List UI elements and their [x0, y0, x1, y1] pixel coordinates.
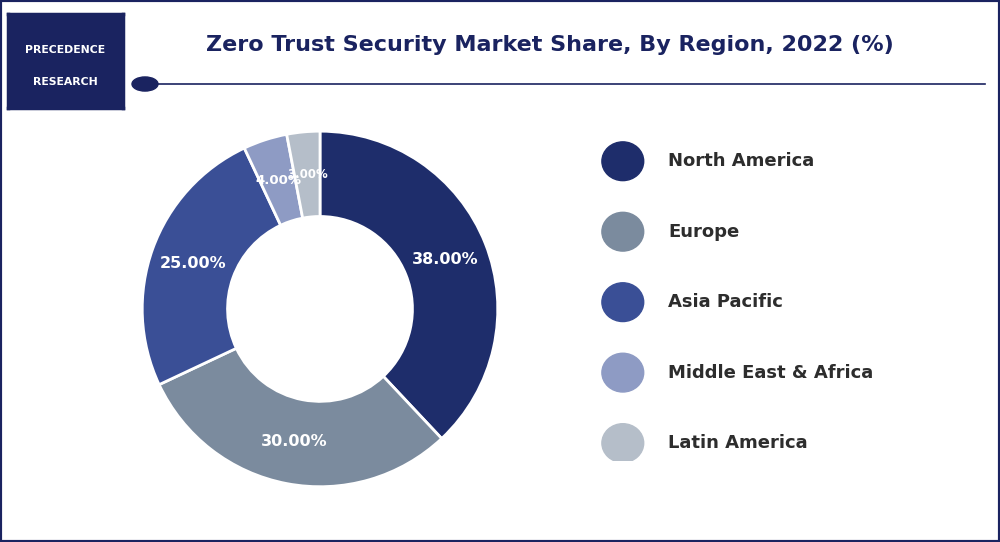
Text: Europe: Europe	[668, 223, 740, 241]
Wedge shape	[287, 131, 320, 218]
Wedge shape	[244, 134, 303, 225]
Wedge shape	[159, 349, 442, 487]
Text: PRECEDENCE: PRECEDENCE	[25, 44, 106, 55]
Text: Zero Trust Security Market Share, By Region, 2022 (%): Zero Trust Security Market Share, By Reg…	[206, 35, 894, 55]
Text: Latin America: Latin America	[668, 434, 808, 452]
Text: 30.00%: 30.00%	[261, 434, 328, 449]
Circle shape	[602, 353, 644, 392]
Text: North America: North America	[668, 152, 815, 170]
Text: Asia Pacific: Asia Pacific	[668, 293, 783, 311]
Circle shape	[602, 212, 644, 251]
Text: RESEARCH: RESEARCH	[33, 77, 98, 87]
Circle shape	[602, 283, 644, 321]
Text: 4.00%: 4.00%	[255, 174, 301, 187]
Wedge shape	[320, 131, 498, 438]
Text: 38.00%: 38.00%	[412, 251, 479, 267]
Text: 3.00%: 3.00%	[287, 168, 328, 181]
Circle shape	[602, 424, 644, 462]
Wedge shape	[142, 148, 281, 385]
Text: 25.00%: 25.00%	[160, 256, 226, 270]
Circle shape	[602, 142, 644, 180]
Text: Middle East & Africa: Middle East & Africa	[668, 364, 874, 382]
